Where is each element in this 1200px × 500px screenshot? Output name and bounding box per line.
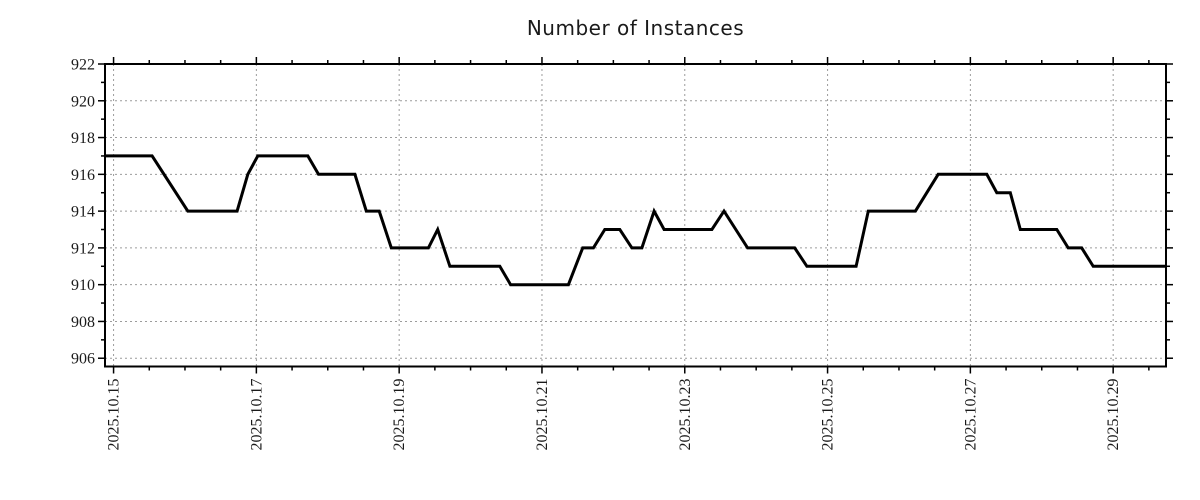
x-tick-label: 2025.10.23 [677,379,694,451]
x-tick-label: 2025.10.21 [534,379,551,451]
x-tick-label: 2025.10.17 [248,379,265,451]
y-tick-label: 920 [71,93,95,110]
y-tick-label: 912 [71,240,95,257]
plot-border [104,63,1167,368]
y-tick-label: 914 [71,204,95,221]
y-tick-label: 922 [71,57,95,74]
chart-title: Number of Instances [526,16,745,40]
y-tick-label: 910 [71,277,95,294]
y-tick-label: 906 [71,351,95,368]
y-tick-label: 908 [71,314,95,331]
x-tick-label: 2025.10.19 [391,379,408,451]
y-tick-label: 916 [71,167,95,184]
x-tick-label: 2025.10.25 [820,379,837,451]
y-tick-label: 918 [71,130,95,147]
x-tick-label: 2025.10.27 [962,379,979,451]
series-line [105,154,1166,287]
x-tick-label: 2025.10.29 [1105,379,1122,451]
x-tick-label: 2025.10.15 [106,379,123,451]
